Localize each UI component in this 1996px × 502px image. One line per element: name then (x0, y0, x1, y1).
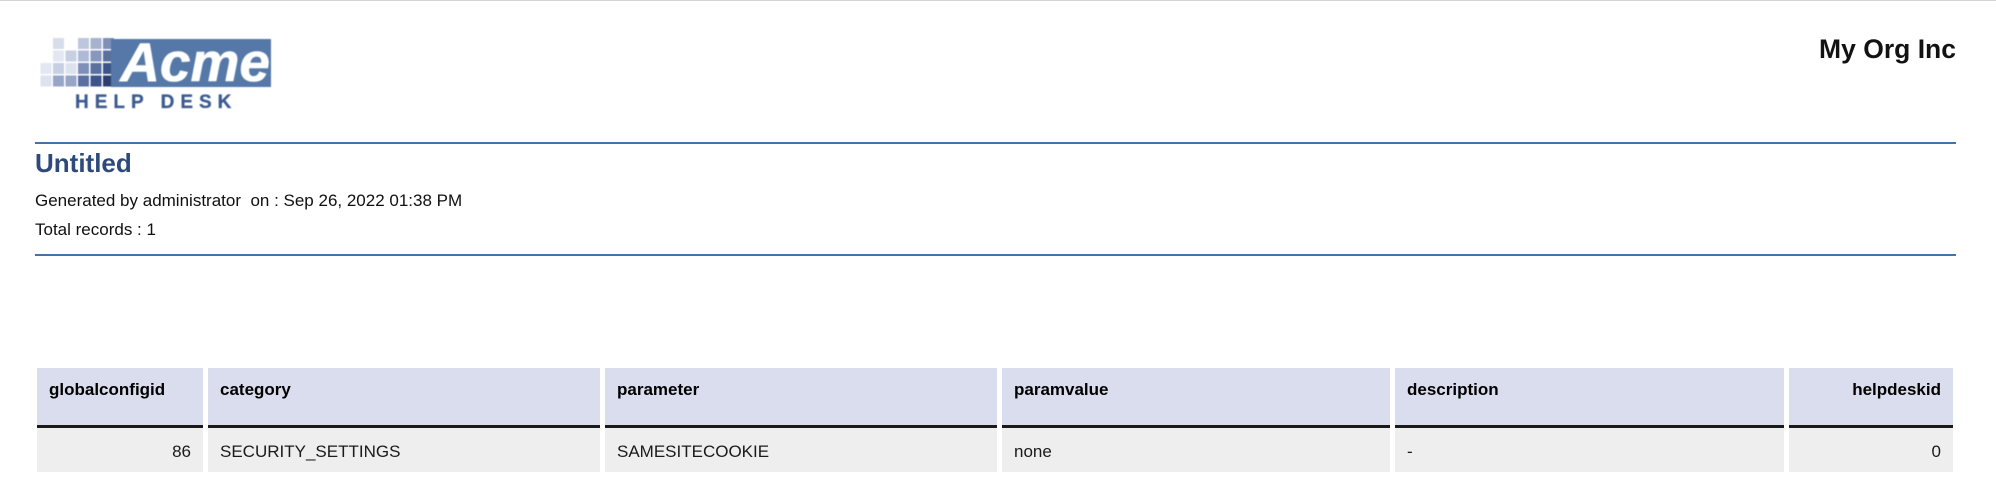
svg-text:HELP DESK: HELP DESK (75, 92, 237, 109)
svg-text:Acme: Acme (118, 37, 270, 93)
